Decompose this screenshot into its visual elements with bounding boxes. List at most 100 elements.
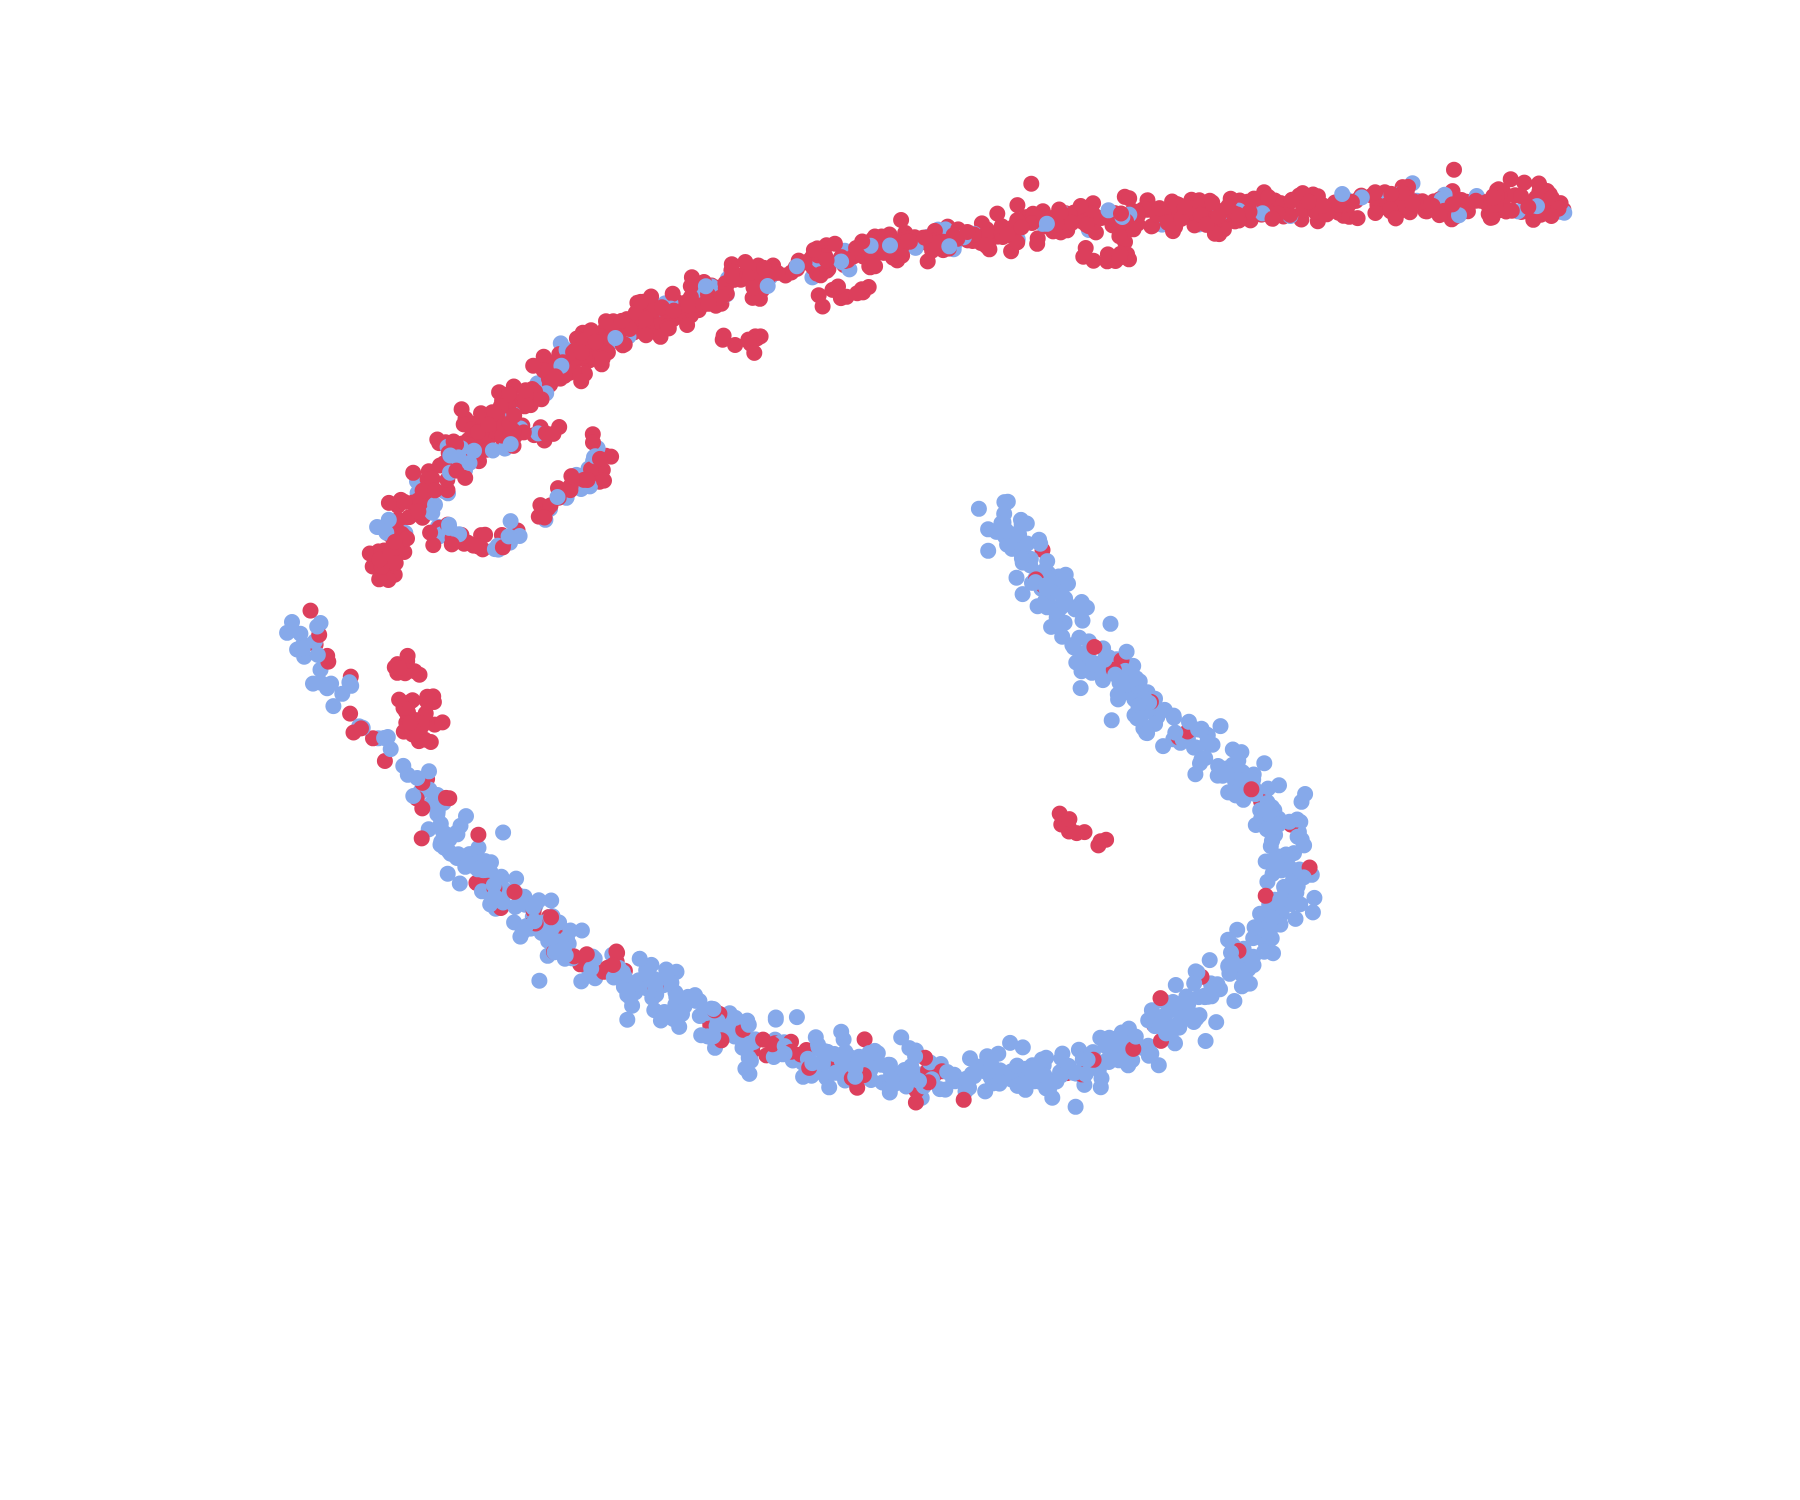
scatter-point xyxy=(727,337,744,353)
scatter-point xyxy=(411,666,428,683)
scatter-point xyxy=(474,883,490,900)
scatter-point xyxy=(1221,965,1238,982)
scatter-point xyxy=(1103,712,1120,729)
scatter-point xyxy=(767,1009,784,1026)
scatter-point xyxy=(1139,725,1156,742)
scatter-point xyxy=(605,957,622,973)
scatter-point xyxy=(1121,190,1138,207)
scatter-point xyxy=(466,442,482,459)
scatter-point xyxy=(937,1081,954,1098)
scatter-point xyxy=(1079,1051,1096,1068)
scatter-point xyxy=(1167,977,1184,993)
scatter-point xyxy=(959,224,976,240)
scatter-point xyxy=(679,317,696,333)
scatter-point xyxy=(1002,1034,1019,1051)
scatter-point xyxy=(941,238,958,255)
scatter-point xyxy=(1543,208,1560,224)
scatter-point xyxy=(896,1062,913,1078)
scatter-point xyxy=(426,482,443,499)
scatter-point xyxy=(810,1039,827,1056)
scatter-point xyxy=(1110,691,1127,708)
scatter-point xyxy=(631,950,648,967)
scatter-point xyxy=(1530,175,1547,192)
scatter-point xyxy=(1023,175,1040,192)
scatter-point xyxy=(435,824,452,840)
plot-area xyxy=(279,161,1573,1115)
scatter-point xyxy=(818,252,835,269)
scatter-point xyxy=(461,455,478,471)
scatter-point xyxy=(632,293,649,310)
scatter-point xyxy=(810,287,827,304)
scatter-point xyxy=(1192,721,1209,738)
scatter-point xyxy=(1118,643,1135,660)
scatter-point xyxy=(1048,617,1064,634)
scatter-point xyxy=(1270,816,1287,833)
scatter-point xyxy=(958,1070,975,1087)
scatter-point xyxy=(734,1039,751,1056)
scatter-point xyxy=(1300,193,1317,210)
scatter-point xyxy=(882,237,898,254)
scatter-point xyxy=(578,946,595,963)
scatter-point xyxy=(380,511,397,528)
scatter-point xyxy=(1187,739,1204,756)
scatter-point xyxy=(1293,793,1310,810)
scatter-point xyxy=(1107,666,1124,683)
scatter-point xyxy=(668,988,685,1005)
scatter-point xyxy=(380,494,397,511)
scatter-point xyxy=(563,468,580,485)
scatter-point xyxy=(387,555,404,571)
scatter-point xyxy=(391,660,408,676)
scatter-point xyxy=(756,259,772,276)
scatter-point xyxy=(1283,192,1300,209)
scatter-point xyxy=(376,753,393,769)
scatter-point xyxy=(585,434,601,451)
scatter-point xyxy=(1061,811,1078,828)
scatter-point xyxy=(1143,218,1160,235)
scatter-point xyxy=(1287,910,1304,927)
scatter-point xyxy=(533,391,550,408)
scatter-point xyxy=(999,493,1016,510)
scatter-point xyxy=(486,888,503,904)
scatter-point xyxy=(1167,724,1184,741)
scatter-point xyxy=(469,538,486,555)
scatter-point xyxy=(1067,601,1084,618)
scatter-point xyxy=(833,1052,850,1069)
scatter-point xyxy=(1029,230,1046,247)
scatter-point xyxy=(907,1048,924,1065)
scatter-point xyxy=(1212,718,1229,735)
scatter-point xyxy=(849,285,866,302)
scatter-point xyxy=(587,333,604,350)
scatter-point xyxy=(1111,1028,1127,1045)
scatter-point xyxy=(1243,781,1260,798)
scatter-point xyxy=(1085,252,1102,269)
scatter-point xyxy=(1334,186,1351,202)
scatter-point xyxy=(1220,784,1237,801)
scatter-point xyxy=(609,944,626,961)
scatter-point xyxy=(319,680,336,697)
scatter-point xyxy=(541,925,558,942)
scatter-point xyxy=(833,1023,850,1040)
scatter-point xyxy=(441,519,458,536)
scatter-point xyxy=(1086,639,1103,655)
scatter-point xyxy=(638,327,654,344)
scatter-point xyxy=(469,861,486,878)
scatter-point xyxy=(1094,672,1111,689)
scatter-point xyxy=(776,1045,793,1062)
scatter-point xyxy=(713,289,730,306)
scatter-point xyxy=(1092,833,1109,850)
scatter-point xyxy=(977,226,994,243)
scatter-point xyxy=(399,530,415,547)
scatter-point xyxy=(759,278,776,294)
scatter-point xyxy=(502,513,519,530)
scatter-point xyxy=(409,770,426,786)
scatter-point xyxy=(1128,670,1145,687)
scatter-point xyxy=(1260,189,1277,205)
scatter-point xyxy=(1009,197,1026,214)
scatter-point xyxy=(543,892,560,909)
scatter-point xyxy=(1296,837,1313,854)
scatter-point xyxy=(1256,755,1273,772)
scatter-point xyxy=(1257,887,1274,904)
scatter-point xyxy=(402,715,419,731)
scatter-point xyxy=(449,826,466,843)
scatter-point xyxy=(414,482,431,499)
